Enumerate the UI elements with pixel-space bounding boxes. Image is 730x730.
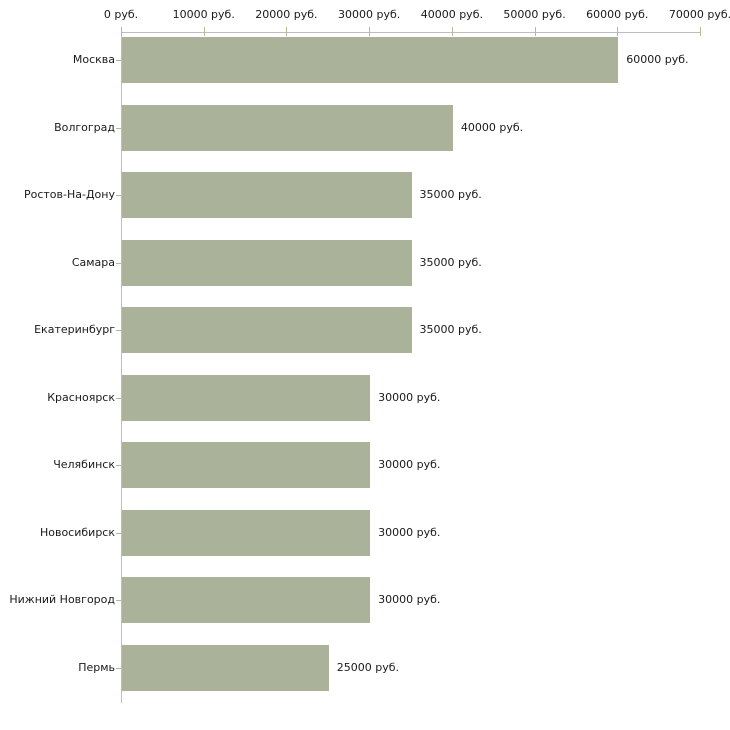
value-label: 25000 руб. xyxy=(336,660,400,674)
x-tick-mark xyxy=(451,27,453,36)
x-tick-mark xyxy=(286,27,288,36)
y-tick-mark xyxy=(116,128,121,129)
y-tick-mark xyxy=(116,398,121,399)
value-label: 30000 руб. xyxy=(378,458,441,471)
x-tick-mark xyxy=(121,27,122,36)
value-label: 35000 руб. xyxy=(419,323,482,336)
category-label: Нижний Новгород xyxy=(9,593,115,606)
x-axis-line xyxy=(121,32,701,33)
category-label: Челябинск xyxy=(53,458,115,471)
bar-7 xyxy=(122,442,371,488)
x-tick-mark xyxy=(617,27,619,36)
x-tick-label: 10000 руб. xyxy=(172,8,235,21)
y-tick-mark xyxy=(116,600,121,601)
value-label: 30000 руб. xyxy=(378,525,441,539)
bar-1 xyxy=(122,37,619,83)
value-label: 40000 руб. xyxy=(460,120,524,134)
bar-9 xyxy=(122,577,371,623)
category-label: Москва xyxy=(72,53,115,66)
bar-10 xyxy=(122,644,329,691)
value-label: 35000 руб. xyxy=(419,255,482,269)
value-label: 60000 руб. xyxy=(626,53,689,66)
y-tick-mark xyxy=(116,263,121,264)
x-tick-label: 0 руб. xyxy=(103,8,139,21)
x-tick-label: 50000 руб. xyxy=(503,8,566,21)
y-tick-mark xyxy=(116,330,121,331)
y-tick-mark xyxy=(116,533,121,534)
category-label: Пермь xyxy=(78,660,115,674)
category-label: Екатеринбург xyxy=(34,323,115,336)
category-label: Новосибирск xyxy=(39,525,115,539)
value-label: 30000 руб. xyxy=(378,390,441,404)
category-label: Самара xyxy=(71,255,115,269)
y-tick-mark xyxy=(116,60,121,61)
x-tick-mark xyxy=(369,27,371,36)
y-tick-mark xyxy=(116,668,121,669)
bar-2 xyxy=(122,104,453,151)
category-label: Волгоград xyxy=(54,120,115,134)
value-label: 30000 руб. xyxy=(378,593,441,606)
y-tick-mark xyxy=(116,465,121,466)
value-label: 35000 руб. xyxy=(419,188,482,201)
bar-8 xyxy=(122,509,371,556)
y-axis-line xyxy=(121,32,122,703)
y-tick-mark xyxy=(116,195,121,196)
bar-6 xyxy=(122,374,371,421)
x-tick-mark xyxy=(700,27,701,36)
x-tick-label: 30000 руб. xyxy=(338,8,401,21)
x-tick-label: 60000 руб. xyxy=(586,8,649,21)
bar-4 xyxy=(122,239,412,286)
bar-3 xyxy=(122,172,412,218)
category-label: Красноярск xyxy=(47,390,115,404)
bar-5 xyxy=(122,307,412,353)
category-label: Ростов-На-Дону xyxy=(23,188,115,201)
x-tick-mark xyxy=(203,27,205,36)
x-tick-label: 40000 руб. xyxy=(420,8,483,21)
x-tick-label: 70000 руб. xyxy=(668,8,730,21)
x-tick-mark xyxy=(534,27,536,36)
x-tick-label: 20000 руб. xyxy=(255,8,318,21)
